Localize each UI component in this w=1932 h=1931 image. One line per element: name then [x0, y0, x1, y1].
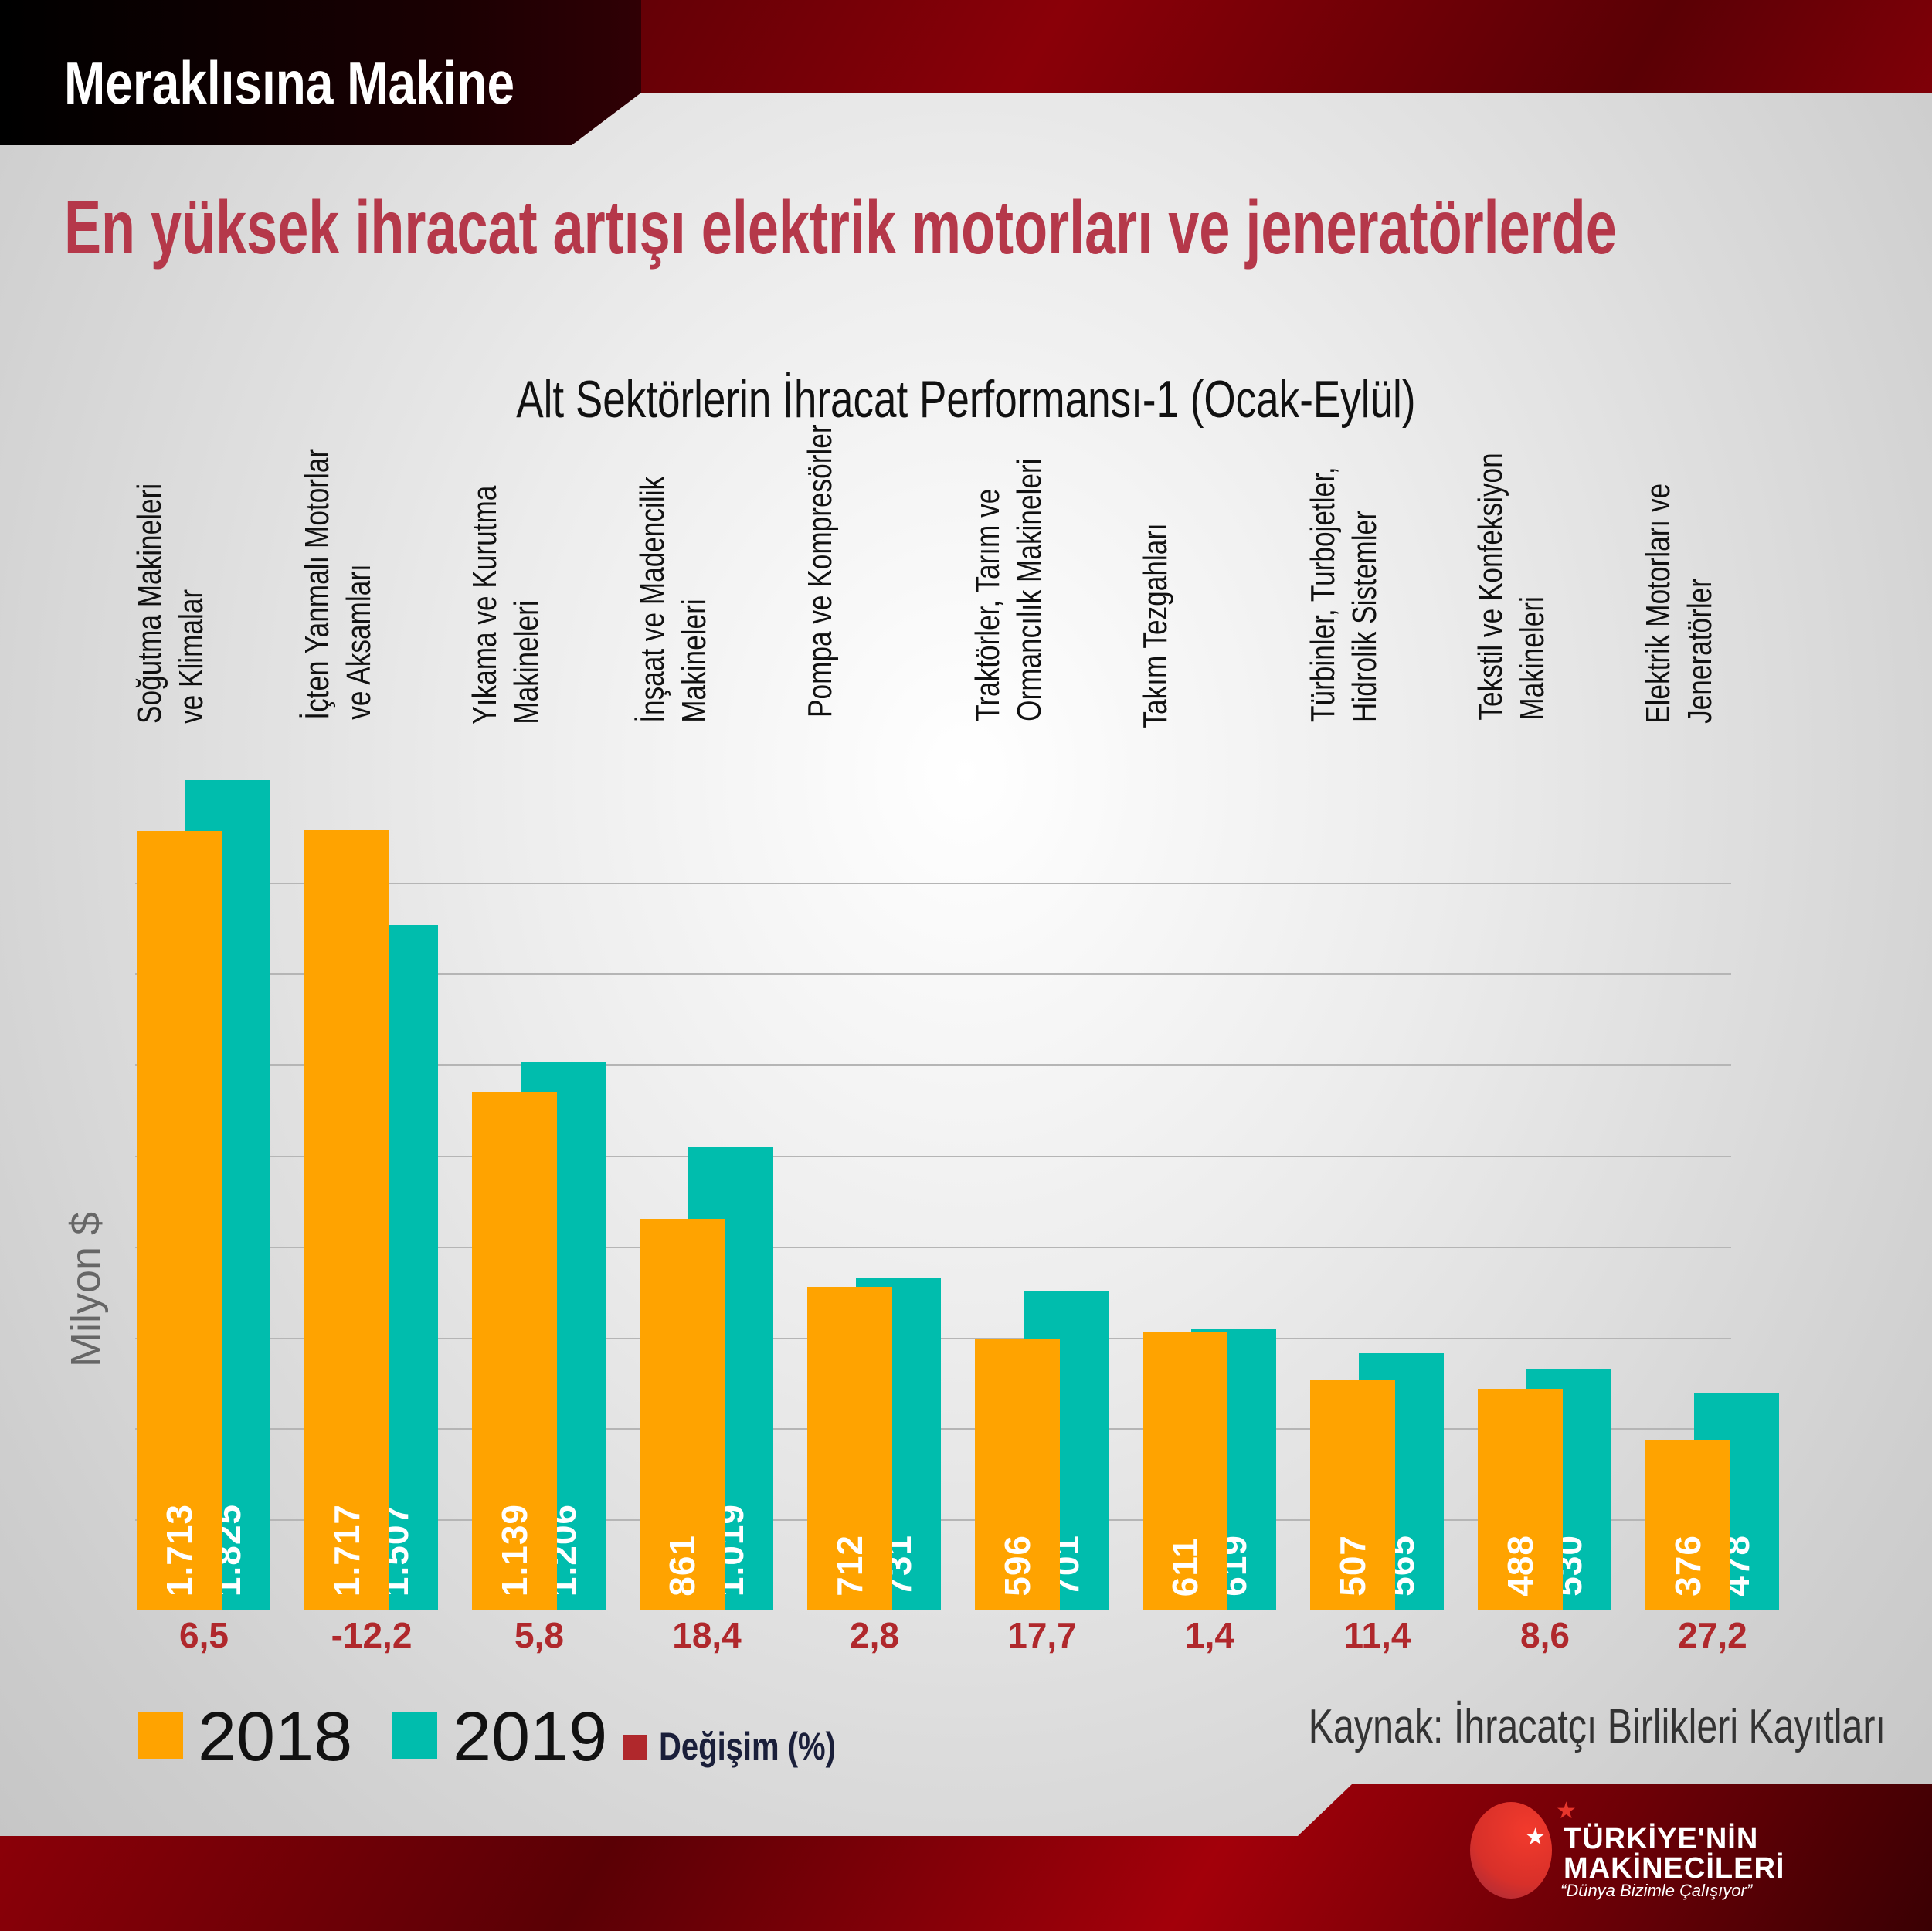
- category-label: Pompa ve Kompresörler: [800, 388, 841, 754]
- category-label-line: Traktörler, Tarım ve: [969, 488, 1007, 721]
- category-label: Türbinler, Turbojetler, Hidrolik Sistemle…: [1302, 435, 1386, 754]
- gridline: [135, 1064, 1731, 1067]
- change-label: 6,5: [179, 1615, 229, 1655]
- category-label: Takım Tezgahları: [1135, 497, 1177, 754]
- source-note: Kaynak: İhracatçı Birlikleri Kayıtları: [1308, 1700, 1886, 1753]
- bar-value-label: 611: [1165, 1536, 1205, 1597]
- bar-2018: 712: [807, 1286, 892, 1610]
- category-label-line: İnşaat ve Madencilik: [633, 477, 671, 724]
- bar-2018: 861: [640, 1218, 725, 1610]
- gridline: [135, 1156, 1731, 1157]
- bar-value-label: 861: [662, 1535, 702, 1597]
- bar-value-label: 1.717: [327, 1503, 367, 1597]
- category-label-line: Pompa ve Kompresörler: [801, 424, 839, 718]
- category-label: Soğutma Makineleri ve Klimalar: [129, 453, 212, 754]
- logo-line1: TÜRKİYE'NİN: [1564, 1823, 1759, 1855]
- bar-value-label: 488: [1500, 1535, 1540, 1597]
- y-axis-label: Milyon $: [63, 1211, 109, 1367]
- gridline: [135, 973, 1731, 976]
- category-label-line: Soğutma Makineleri: [131, 484, 168, 725]
- bar-2018: 1.717: [304, 829, 389, 1610]
- category-label-line: Makineleri: [675, 599, 713, 724]
- gridline: [135, 882, 1731, 884]
- category-label-line: ve Klimalar: [172, 589, 210, 725]
- gridline: [135, 1246, 1731, 1248]
- category-label-line: Makineleri: [1513, 596, 1551, 721]
- legend-label-change: Değişim (%): [659, 1725, 836, 1768]
- bar-2018: 507: [1310, 1380, 1395, 1610]
- legend-swatch-2018: [138, 1712, 183, 1759]
- category-label-line: Elektrik Motorları ve: [1639, 484, 1677, 725]
- change-label: 27,2: [1678, 1615, 1747, 1655]
- chart-title-text: Alt Sektörlerin İhracat Performansı-1 (O…: [516, 370, 1416, 429]
- category-label-line: Makineleri: [508, 599, 545, 725]
- bar-value-label: 712: [830, 1535, 870, 1597]
- legend-label-2018: 2018: [198, 1699, 353, 1776]
- bar-2018: 611: [1143, 1332, 1227, 1610]
- legend-label-2019: 2019: [453, 1699, 608, 1776]
- legend-swatch-2019: [392, 1712, 437, 1759]
- bar-value-label: 1.139: [494, 1503, 535, 1597]
- bar-value-label: 596: [997, 1535, 1037, 1597]
- category-label-line: Ormancılık Makineleri: [1010, 458, 1048, 721]
- category-label-line: Yıkama ve Kurutma: [466, 485, 504, 725]
- category-label-line: Tekstil ve Konfeksiyon: [1472, 453, 1509, 721]
- change-label: 5,8: [514, 1615, 564, 1655]
- category-label-line: Türbinler, Turbojetler,: [1304, 467, 1342, 722]
- change-label: 11,4: [1343, 1615, 1411, 1655]
- logo-star-red-icon: ★: [1556, 1798, 1577, 1824]
- category-label: Traktörler, Tarım ve Ormancılık Makineler…: [967, 426, 1051, 754]
- category-label-line: Jeneratörler: [1681, 579, 1719, 725]
- category-label-line: Takım Tezgahları: [1136, 523, 1174, 728]
- chart-title: Alt Sektörlerin İhracat Performansı-1 (O…: [0, 369, 1932, 429]
- bar-2018: 1.139: [472, 1092, 557, 1610]
- change-label: -12,2: [331, 1615, 413, 1655]
- change-label: 18,4: [672, 1615, 742, 1655]
- logo-line2: MAKİNECİLERİ: [1564, 1852, 1785, 1885]
- bar-2018: 596: [975, 1339, 1060, 1610]
- bar-value-label: 376: [1668, 1535, 1708, 1597]
- category-label: Tekstil ve Konfeksiyon Makineleri: [1470, 419, 1553, 754]
- logo-star-icon: ★: [1525, 1824, 1546, 1850]
- category-label-line: ve Aksamları: [340, 564, 378, 721]
- brand-title: Meraklısına Makine: [64, 49, 515, 117]
- bar-value-label: 507: [1333, 1535, 1373, 1597]
- bar-2018: 376: [1645, 1439, 1730, 1610]
- category-label: Yıkama ve Kurutma Makineleri: [464, 456, 548, 754]
- change-label: 1,4: [1185, 1615, 1234, 1655]
- category-label: Elektrik Motorları ve Jeneratörler: [1638, 453, 1721, 754]
- bar-value-label: 1.713: [159, 1503, 199, 1597]
- bar-2018: 1.713: [137, 831, 222, 1610]
- legend-swatch-change: [623, 1735, 647, 1760]
- category-label-line: İçten Yanmalı Motorlar: [298, 449, 336, 721]
- change-label: 2,8: [850, 1615, 899, 1655]
- category-label: İçten Yanmalı Motorlar ve Aksamları: [297, 415, 380, 754]
- page-title: En yüksek ihracat artışı elektrik motorl…: [64, 185, 1617, 270]
- brand-box: [0, 0, 641, 145]
- logo-tagline: “Dünya Bizimle Çalışıyor”: [1560, 1881, 1753, 1900]
- change-label: 17,7: [1007, 1615, 1077, 1655]
- category-label: İnşaat ve Madencilik Makineleri: [632, 446, 715, 754]
- bar-2018: 488: [1478, 1388, 1563, 1610]
- logo-circle: [1470, 1802, 1552, 1899]
- change-label: 8,6: [1520, 1615, 1570, 1655]
- category-label-line: Hidrolik Sistemler: [1346, 510, 1384, 722]
